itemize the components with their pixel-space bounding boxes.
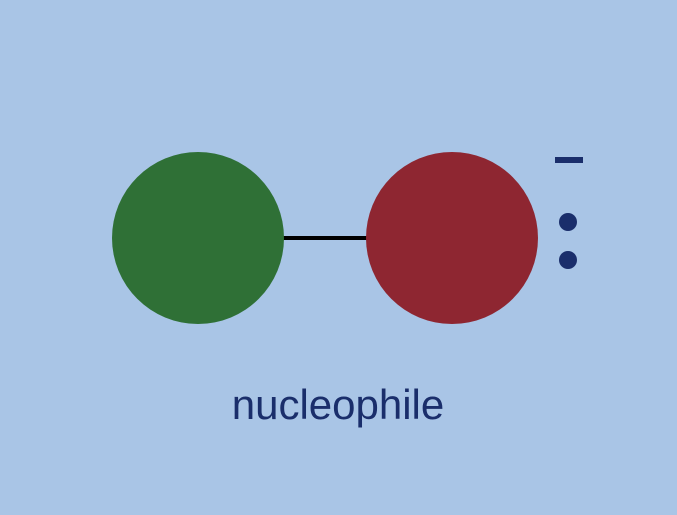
atom-right [366, 152, 538, 324]
negative-charge-icon [555, 157, 583, 163]
atom-left [112, 152, 284, 324]
diagram-label: nucleophile [232, 381, 445, 429]
lone-pair-dot [559, 213, 577, 231]
lone-pair-dot [559, 251, 577, 269]
diagram-canvas: nucleophile [0, 0, 677, 515]
